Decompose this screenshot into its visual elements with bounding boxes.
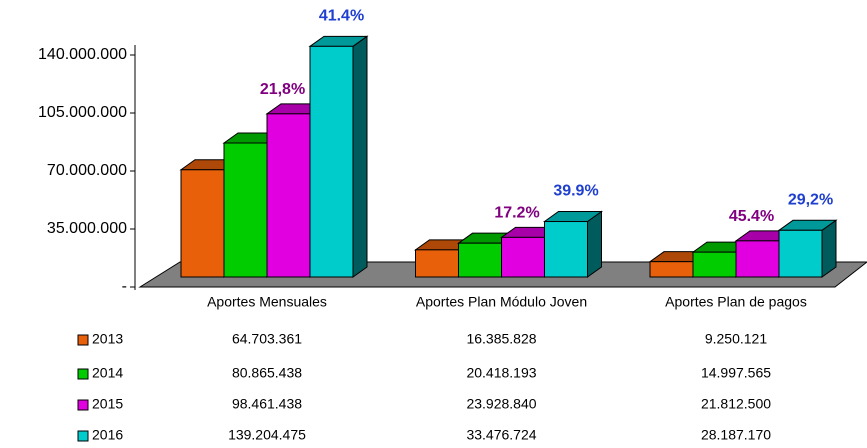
bar-front (266, 113, 311, 278)
table-value: 14.997.565 (701, 365, 771, 381)
table-value: 64.703.361 (232, 331, 302, 347)
legend-swatch (77, 368, 89, 380)
category-label: Aportes Plan de pagos (665, 294, 807, 310)
bar-front (649, 261, 694, 278)
table-value: 98.461.438 (232, 396, 302, 412)
table-value: 80.865.438 (232, 365, 302, 381)
growth-label: 21,8% (260, 81, 305, 98)
bar (308, 35, 369, 278)
bar-front (778, 229, 823, 278)
y-tick-label: 70.000.000 (47, 162, 127, 179)
table-value: 9.250.121 (705, 331, 767, 347)
bar-front (692, 251, 737, 278)
growth-label: 45.4% (729, 208, 774, 225)
table-value: 20.418.193 (466, 365, 536, 381)
bar-front (735, 240, 780, 278)
bar-front (544, 221, 588, 278)
table-value: 139.204.475 (228, 427, 306, 443)
bar-front (309, 45, 354, 278)
bar-front (501, 236, 545, 278)
legend-label: 2014 (92, 365, 123, 381)
table-value: 28.187.170 (701, 427, 771, 443)
bar-side (587, 210, 602, 278)
legend-swatch (77, 430, 89, 442)
table-value: 33.476.724 (466, 427, 536, 443)
bar-front (458, 242, 502, 278)
table-value: 23.928.840 (466, 396, 536, 412)
legend-swatch (77, 334, 89, 346)
legend-label: 2013 (92, 331, 123, 347)
legend-label: 2015 (92, 396, 123, 412)
y-tick-label: 105.000.000 (38, 104, 127, 121)
bar-front (223, 142, 268, 278)
legend-swatch (77, 399, 89, 411)
bar-front (415, 249, 459, 278)
bar (777, 219, 838, 278)
bar-side (352, 35, 368, 278)
table-value: 16.385.828 (466, 331, 536, 347)
category-label: Aportes Mensuales (207, 294, 327, 310)
category-label: Aportes Plan Módulo Joven (416, 294, 587, 310)
bar (542, 210, 604, 278)
growth-label: 41.4% (319, 8, 364, 25)
y-tick-label: 140.000.000 (38, 46, 127, 63)
growth-label: 29,2% (788, 192, 833, 209)
y-tick-label: - (122, 278, 127, 295)
growth-label: 39.9% (553, 183, 598, 200)
table-value: 21.812.500 (701, 396, 771, 412)
bar-front (180, 169, 225, 278)
legend-label: 2016 (92, 427, 123, 443)
growth-label: 17.2% (494, 205, 539, 222)
y-tick-label: 35.000.000 (47, 220, 127, 237)
